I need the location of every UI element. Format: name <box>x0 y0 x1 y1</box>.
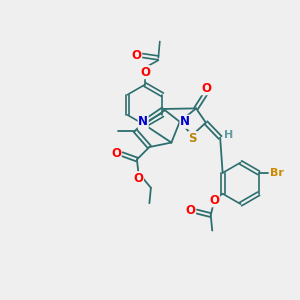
Text: N: N <box>180 115 190 128</box>
Text: S: S <box>188 132 197 145</box>
Text: O: O <box>140 66 150 79</box>
Text: O: O <box>209 194 219 207</box>
Text: Br: Br <box>270 168 283 178</box>
Text: H: H <box>224 130 233 140</box>
Text: O: O <box>132 49 142 62</box>
Text: O: O <box>185 204 196 218</box>
Text: O: O <box>111 147 121 160</box>
Text: O: O <box>201 82 211 95</box>
Text: N: N <box>138 115 148 128</box>
Text: O: O <box>134 172 143 185</box>
